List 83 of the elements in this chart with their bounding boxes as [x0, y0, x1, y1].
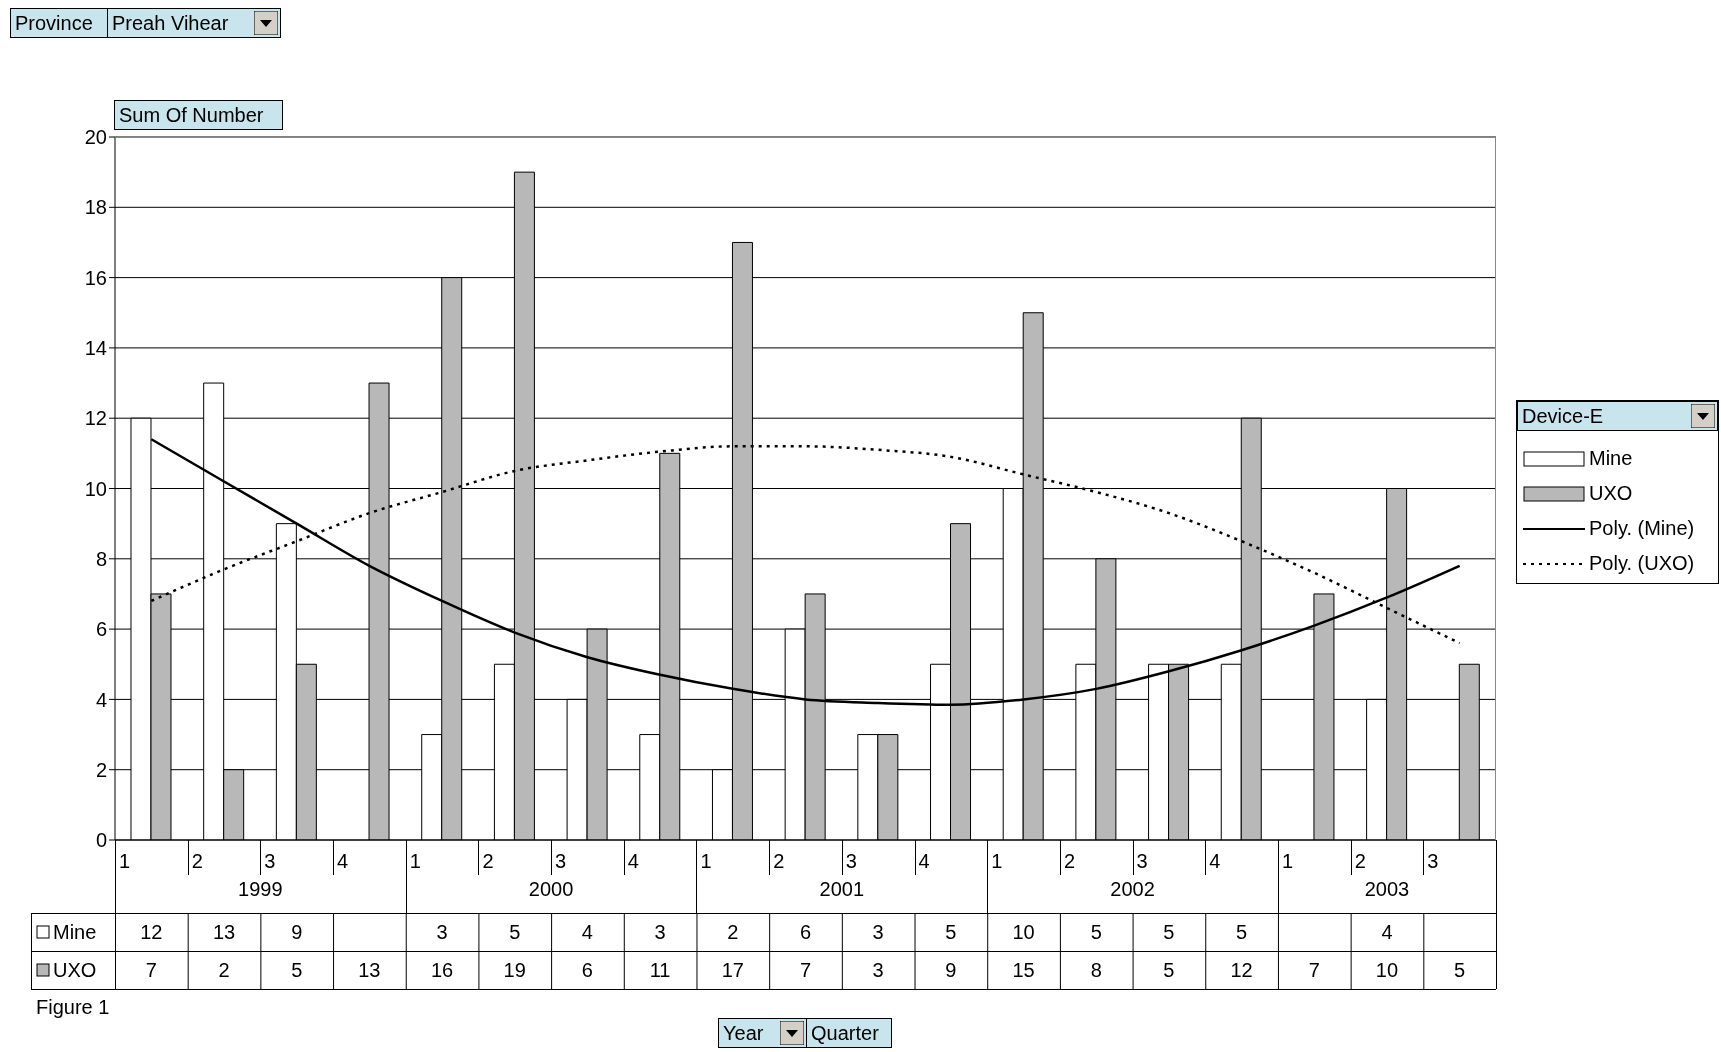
data-label: 6	[580, 958, 594, 983]
data-label: 3	[653, 920, 667, 945]
text: 2002	[1109, 878, 1156, 901]
text: 2003	[1363, 878, 1411, 901]
data-label: 5	[290, 958, 304, 983]
x-tick-label: 1	[119, 850, 131, 872]
x-tick-label: 3	[845, 850, 857, 872]
x-tick-label: 3	[1136, 850, 1148, 872]
y-tick-label: 20	[84, 126, 107, 149]
data-label: 4	[1380, 920, 1394, 945]
data-label: 7	[798, 958, 813, 983]
data-label: 2	[217, 958, 231, 983]
data-label: 13	[357, 958, 382, 983]
x-tick-label: 2	[191, 850, 203, 872]
text: Mine	[1589, 447, 1633, 469]
x-tick-label: 4	[1209, 850, 1221, 872]
y-tick-label: 6	[95, 618, 107, 641]
text: Province	[15, 11, 93, 36]
data-label: 7	[1307, 958, 1321, 983]
y-tick-label: 14	[84, 337, 107, 359]
text: UXO	[53, 958, 97, 981]
data-label: 8	[1089, 958, 1103, 983]
data-label: 10	[1374, 958, 1400, 983]
data-label: 5	[1162, 958, 1176, 983]
text: Sum Of Number	[119, 103, 264, 128]
data-label: 5	[944, 920, 958, 945]
data-label: 12	[1229, 958, 1254, 983]
x-tick-label: 1	[700, 850, 712, 872]
data-label: 4	[580, 920, 594, 945]
data-label: 11	[648, 958, 672, 983]
x-tick-label: 2	[1063, 850, 1076, 872]
data-label: 5	[1453, 958, 1467, 983]
text: Preah Vihear	[112, 11, 229, 36]
data-label: 5	[1162, 920, 1176, 945]
x-tick-label: 4	[627, 850, 639, 872]
data-label: 12	[139, 920, 164, 945]
text: Quarter	[811, 1021, 879, 1046]
text: 2001	[818, 878, 866, 901]
x-tick-label: 3	[264, 850, 276, 872]
legend-label: UXO	[1589, 482, 1633, 505]
y-tick-label: 2	[95, 758, 107, 781]
data-label: 13	[211, 920, 237, 945]
data-label: 16	[429, 958, 455, 983]
x-tick-label: 3	[555, 850, 567, 872]
y-tick-label: 8	[95, 547, 107, 570]
y-tick-label: 12	[84, 407, 107, 430]
data-label: 5	[1089, 920, 1103, 945]
data-label: 17	[720, 958, 745, 983]
text: 2000	[527, 878, 575, 901]
data-label: 5	[508, 920, 522, 945]
data-label: 10	[1011, 920, 1036, 945]
data-label: 3	[435, 920, 449, 945]
legend-label: Mine	[53, 920, 97, 944]
x-tick-label: 1	[1281, 850, 1294, 872]
x-tick-label: 4	[918, 850, 930, 872]
data-label: 5	[1235, 920, 1249, 945]
x-tick-label: 1	[409, 850, 421, 872]
data-label: 15	[1011, 958, 1036, 983]
data-label: 3	[871, 920, 885, 945]
x-tick-label: 2	[773, 850, 785, 872]
legend-title: Device-E	[1522, 404, 1604, 429]
data-label: 9	[944, 958, 958, 983]
data-label: 9	[290, 920, 304, 945]
legend-label: Poly. (UXO)	[1589, 552, 1695, 575]
x-tick-label: 4	[337, 850, 349, 872]
y-tick-label: 4	[95, 688, 107, 711]
y-tick-label: 10	[84, 477, 107, 500]
x-tick-label: 2	[1354, 850, 1366, 872]
x-tick-label: 3	[1427, 850, 1439, 872]
data-label: 7	[144, 958, 158, 983]
data-label: 19	[502, 958, 527, 983]
y-tick-label: 16	[84, 266, 107, 289]
text: Year	[723, 1021, 764, 1046]
legend-label: Poly. (Mine)	[1589, 517, 1695, 540]
data-label: 2	[726, 920, 740, 945]
x-tick-label: 2	[482, 850, 494, 872]
data-label: 3	[871, 958, 885, 983]
y-tick-label: 18	[84, 196, 107, 219]
caption: Figure 1	[36, 996, 110, 1019]
text: 1999	[237, 878, 284, 901]
y-tick-label: 0	[95, 829, 107, 852]
data-label: 6	[798, 920, 813, 945]
x-tick-label: 1	[991, 850, 1003, 872]
